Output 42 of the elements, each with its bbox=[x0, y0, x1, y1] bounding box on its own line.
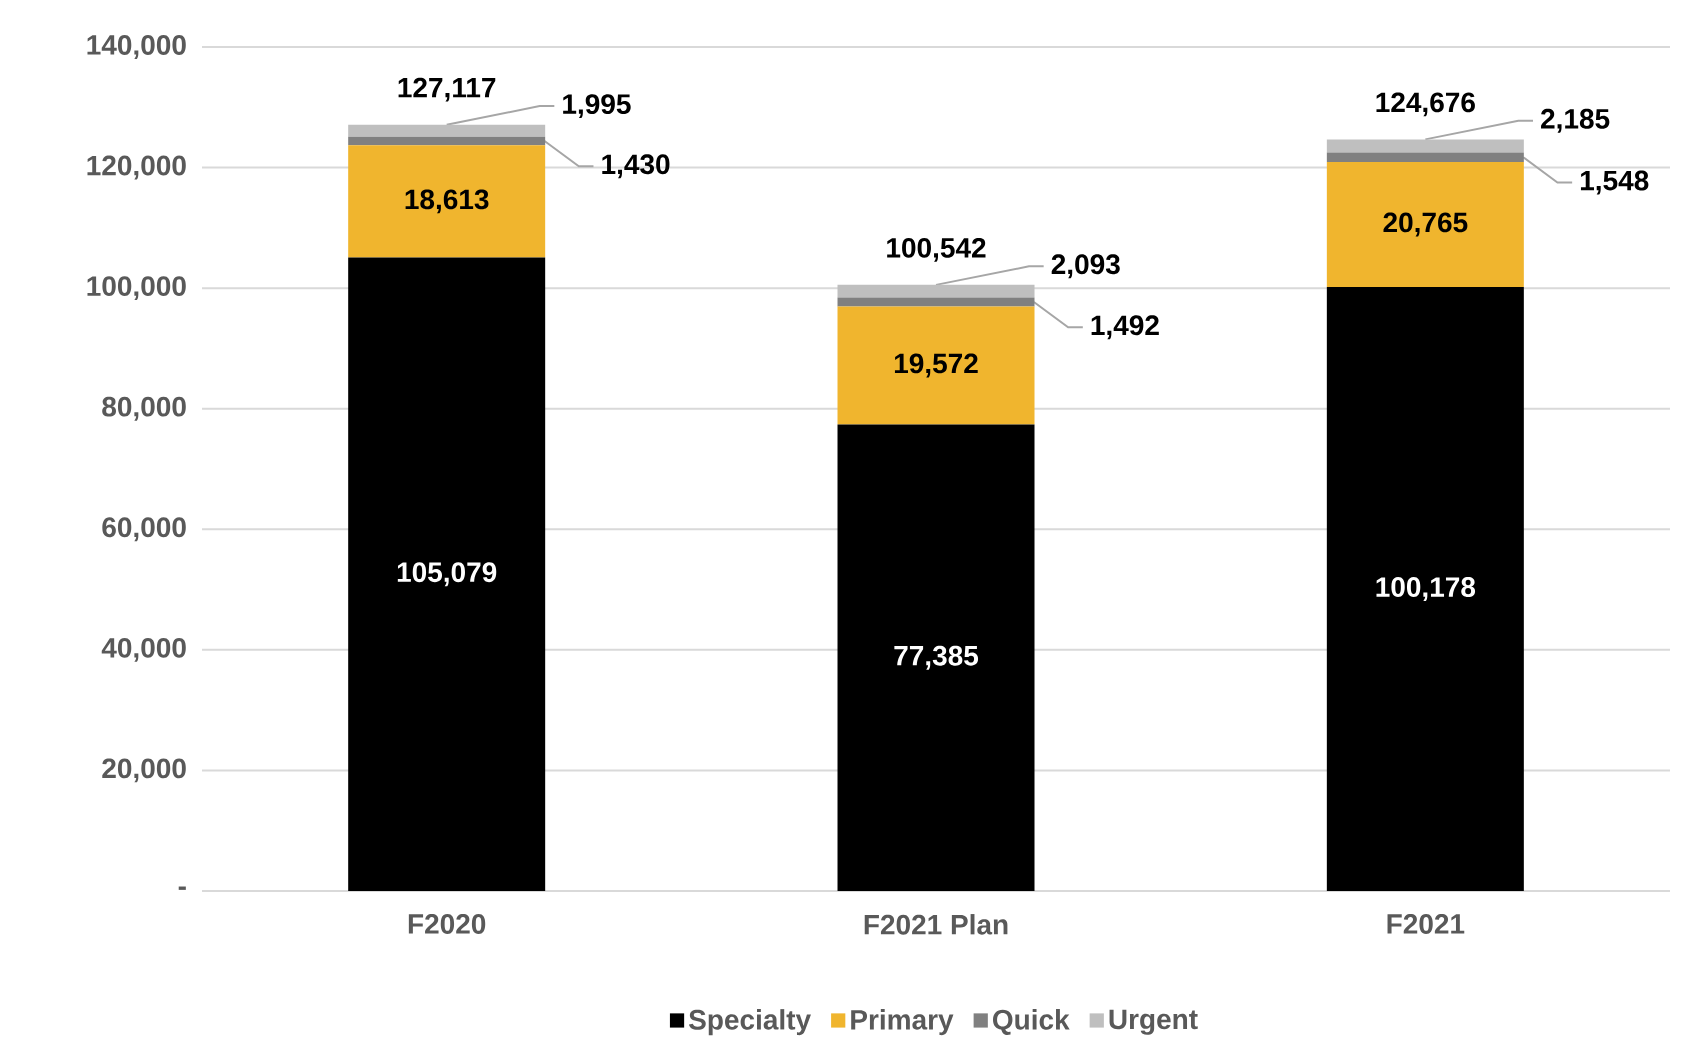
data-label: 2,093 bbox=[1051, 254, 1120, 279]
data-label: 20,765 bbox=[1383, 212, 1468, 237]
bar bbox=[1326, 287, 1524, 891]
y-tick-label: 80,000 bbox=[102, 396, 186, 421]
data-label: 1,548 bbox=[1580, 170, 1649, 195]
legend-label: Primary bbox=[851, 1009, 954, 1036]
x-tick-label: F2021 Plan bbox=[864, 914, 1008, 935]
bar bbox=[1326, 152, 1524, 162]
data-label: 1,430 bbox=[602, 154, 670, 179]
y-tick-label: 120,000 bbox=[87, 155, 186, 180]
y-tick-label: 40,000 bbox=[101, 637, 186, 662]
y-tick-label: 60,000 bbox=[102, 517, 186, 542]
bar bbox=[837, 424, 1035, 891]
data-label: 100,178 bbox=[1376, 577, 1476, 601]
bar bbox=[348, 257, 546, 891]
x-tick-label: F2020 bbox=[408, 914, 486, 934]
y-tick-label: 100,000 bbox=[87, 276, 186, 301]
total-label: 100,542 bbox=[887, 237, 986, 262]
bar bbox=[837, 284, 1035, 298]
y-tick-label: 20,000 bbox=[102, 758, 186, 783]
data-label: 1,492 bbox=[1091, 315, 1159, 340]
bar bbox=[348, 145, 546, 258]
bar bbox=[1326, 139, 1524, 153]
y-tick-label: - bbox=[178, 886, 186, 890]
data-label: 19,572 bbox=[894, 353, 978, 378]
legend-label: Quick bbox=[993, 1009, 1070, 1035]
total-label: 124,676 bbox=[1376, 92, 1475, 117]
bar bbox=[348, 124, 546, 137]
bar bbox=[837, 306, 1035, 425]
y-tick-label: 140,000 bbox=[87, 35, 186, 59]
total-label: 127,117 bbox=[398, 77, 496, 102]
bar bbox=[1326, 161, 1524, 288]
bar bbox=[837, 297, 1035, 307]
legend-label: Urgent bbox=[1109, 1009, 1198, 1035]
data-label: 77,385 bbox=[894, 645, 979, 670]
x-tick-label: F2021 bbox=[1387, 914, 1465, 934]
data-label: 2,185 bbox=[1541, 108, 1610, 133]
legend-label: Specialty bbox=[688, 1009, 811, 1036]
bar bbox=[348, 136, 546, 146]
data-label: 1,995 bbox=[563, 94, 631, 119]
data-label: 105,079 bbox=[397, 562, 497, 587]
data-label: 18,613 bbox=[405, 189, 489, 214]
